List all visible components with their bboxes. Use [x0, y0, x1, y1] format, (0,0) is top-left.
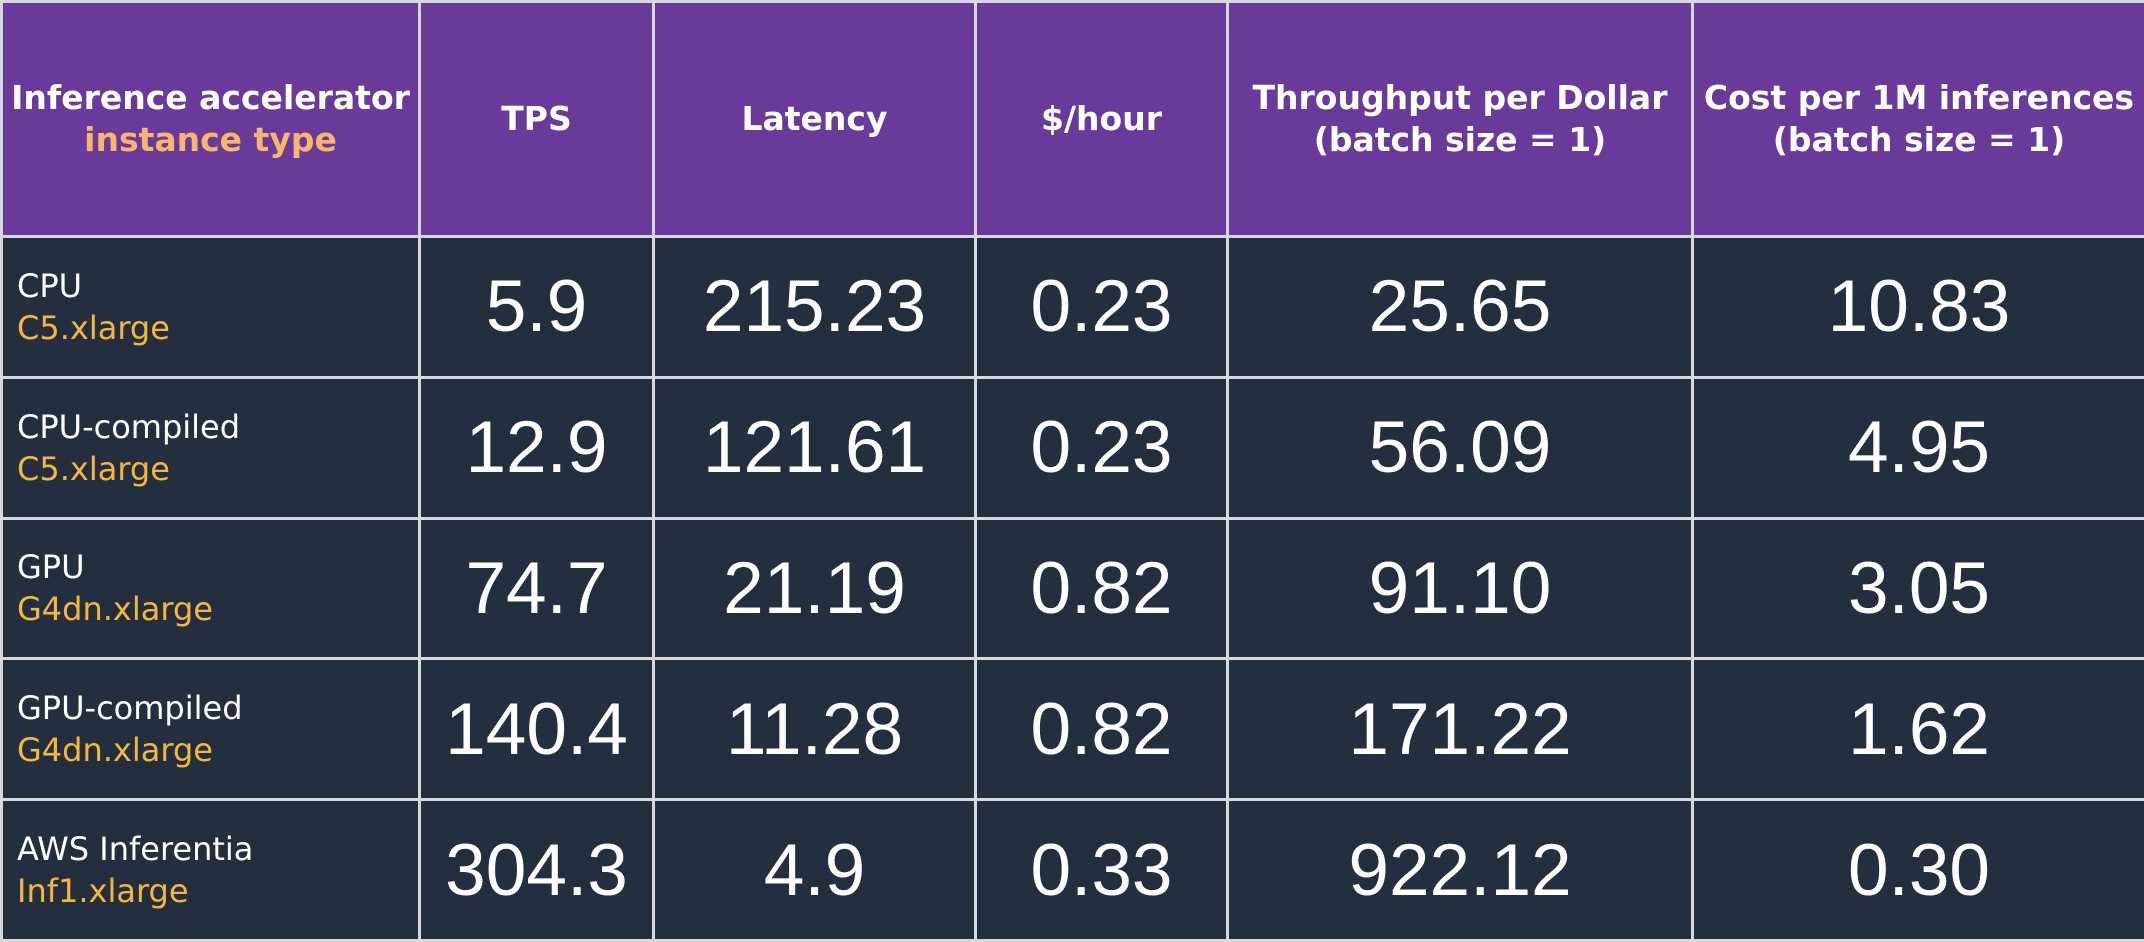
cost-value: 1.62: [1691, 657, 2144, 802]
instance-type-label: C5.xlarge: [17, 308, 170, 347]
tps-value: 304.3: [418, 798, 655, 942]
table-header: Inference accelerator instance type TPS …: [0, 0, 2144, 238]
table-body: CPU C5.xlarge 5.9 215.23 0.23 25.65 10.8…: [0, 235, 2144, 942]
header-accelerator-title: Inference accelerator: [11, 78, 410, 117]
accelerator-cell: GPU G4dn.xlarge: [0, 516, 421, 661]
throughput-value: 56.09: [1226, 375, 1694, 520]
price-value: 0.33: [974, 798, 1229, 942]
header-throughput-line2: (batch size = 1): [1313, 120, 1607, 159]
instance-type-label: C5.xlarge: [17, 449, 170, 488]
latency-value: 121.61: [652, 375, 977, 520]
accelerator-label: AWS Inferentia: [17, 830, 254, 869]
cost-value: 0.30: [1691, 798, 2144, 942]
header-throughput: Throughput per Dollar (batch size = 1): [1226, 0, 1694, 238]
throughput-value: 171.22: [1226, 657, 1694, 802]
header-tps: TPS: [418, 0, 655, 238]
accelerator-cell: AWS Inferentia Inf1.xlarge: [0, 798, 421, 942]
table-row: AWS Inferentia Inf1.xlarge 304.3 4.9 0.3…: [0, 798, 2144, 942]
latency-value: 21.19: [652, 516, 977, 661]
table-row: CPU-compiled C5.xlarge 12.9 121.61 0.23 …: [0, 375, 2144, 520]
throughput-value: 25.65: [1226, 235, 1694, 379]
throughput-value: 922.12: [1226, 798, 1694, 942]
accelerator-cell: GPU-compiled G4dn.xlarge: [0, 657, 421, 802]
instance-type-label: G4dn.xlarge: [17, 590, 213, 629]
header-price: $/hour: [974, 0, 1229, 238]
accelerator-label: CPU-compiled: [17, 407, 241, 446]
header-accelerator-subtitle: instance type: [84, 120, 337, 159]
accelerator-label: GPU-compiled: [17, 689, 243, 728]
table-row: GPU G4dn.xlarge 74.7 21.19 0.82 91.10 3.…: [0, 516, 2144, 661]
cost-value: 10.83: [1691, 235, 2144, 379]
instance-type-label: G4dn.xlarge: [17, 731, 213, 770]
table-row: GPU-compiled G4dn.xlarge 140.4 11.28 0.8…: [0, 657, 2144, 802]
tps-value: 5.9: [418, 235, 655, 379]
header-cost-line1: Cost per 1M inferences: [1703, 78, 2135, 117]
header-row: Inference accelerator instance type TPS …: [0, 0, 2144, 238]
cost-value: 4.95: [1691, 375, 2144, 520]
table-row: CPU C5.xlarge 5.9 215.23 0.23 25.65 10.8…: [0, 235, 2144, 379]
tps-value: 140.4: [418, 657, 655, 802]
latency-value: 215.23: [652, 235, 977, 379]
latency-value: 11.28: [652, 657, 977, 802]
tps-value: 74.7: [418, 516, 655, 661]
accelerator-cell: CPU C5.xlarge: [0, 235, 421, 379]
latency-value: 4.9: [652, 798, 977, 942]
price-value: 0.82: [974, 516, 1229, 661]
header-latency: Latency: [652, 0, 977, 238]
instance-type-label: Inf1.xlarge: [17, 872, 189, 911]
header-throughput-line1: Throughput per Dollar: [1252, 78, 1668, 117]
tps-value: 12.9: [418, 375, 655, 520]
price-value: 0.82: [974, 657, 1229, 802]
header-cost-line2: (batch size = 1): [1772, 120, 2066, 159]
header-cost: Cost per 1M inferences (batch size = 1): [1691, 0, 2144, 238]
accelerator-label: GPU: [17, 548, 85, 587]
header-accelerator: Inference accelerator instance type: [0, 0, 421, 238]
throughput-value: 91.10: [1226, 516, 1694, 661]
accelerator-cell: CPU-compiled C5.xlarge: [0, 375, 421, 520]
accelerator-label: CPU: [17, 266, 83, 305]
cost-value: 3.05: [1691, 516, 2144, 661]
price-value: 0.23: [974, 235, 1229, 379]
price-value: 0.23: [974, 375, 1229, 520]
